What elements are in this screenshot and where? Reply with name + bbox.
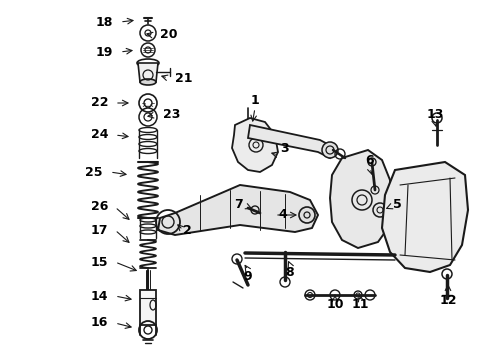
Polygon shape (138, 63, 158, 82)
Text: 17: 17 (90, 224, 108, 237)
Text: 16: 16 (90, 316, 108, 329)
Circle shape (321, 142, 337, 158)
Polygon shape (247, 125, 334, 158)
Text: 22: 22 (90, 96, 108, 109)
Text: 14: 14 (90, 289, 108, 302)
Circle shape (298, 207, 314, 223)
Text: 4: 4 (278, 208, 286, 221)
Text: 10: 10 (325, 298, 343, 311)
Polygon shape (381, 162, 467, 272)
Text: 7: 7 (234, 198, 243, 211)
Text: 24: 24 (90, 129, 108, 141)
Text: 12: 12 (438, 293, 456, 306)
Text: 11: 11 (350, 298, 368, 311)
Polygon shape (329, 150, 391, 248)
Text: 21: 21 (175, 72, 192, 85)
Text: 23: 23 (163, 108, 180, 122)
Polygon shape (158, 185, 317, 235)
Text: 13: 13 (426, 108, 443, 122)
Text: 15: 15 (90, 256, 108, 269)
Text: 25: 25 (85, 166, 103, 179)
Text: 1: 1 (250, 94, 259, 107)
Polygon shape (231, 118, 278, 172)
Text: 19: 19 (96, 45, 113, 58)
Text: 6: 6 (365, 153, 373, 166)
Ellipse shape (140, 79, 156, 85)
Text: 9: 9 (243, 270, 252, 284)
Text: 18: 18 (96, 15, 113, 28)
Bar (140, 290, 156, 325)
Text: 5: 5 (392, 198, 401, 211)
Text: 3: 3 (280, 141, 288, 154)
Text: 26: 26 (90, 201, 108, 213)
Text: 20: 20 (160, 28, 177, 41)
Text: 8: 8 (285, 266, 294, 279)
Text: 2: 2 (183, 224, 191, 237)
